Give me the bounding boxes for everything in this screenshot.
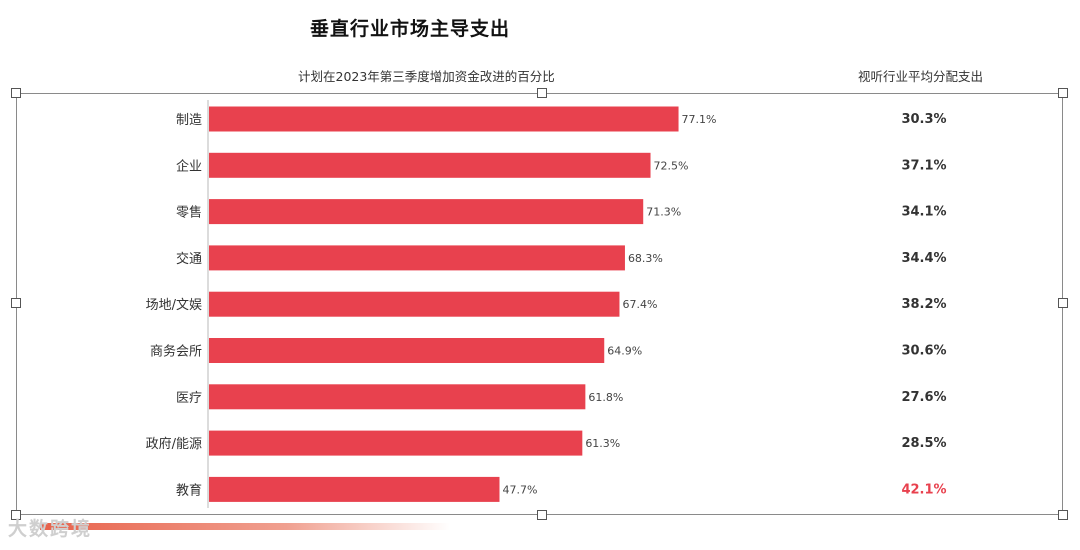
category-label: 交通 [176,251,202,267]
category-label: 医疗 [176,391,202,406]
category-label: 场地/文娱 [146,298,202,313]
bar-value-label: 71.3% [646,206,681,219]
avg-spend-value: 27.6% [901,390,946,405]
bar-value-label: 77.1% [682,113,717,126]
category-label: 政府/能源 [146,437,202,452]
resize-handle-bottom-middle[interactable] [537,510,547,520]
bar [209,430,583,456]
bar-value-label: 47.7% [502,483,537,496]
category-label: 商务会所 [150,344,202,360]
avg-spend-value: 37.1% [901,158,946,173]
resize-handle-middle-right[interactable] [1058,298,1068,308]
watermark-stripe [40,523,450,530]
bar [209,152,651,178]
resize-handle-bottom-left[interactable] [11,510,21,520]
resize-handle-top-middle[interactable] [537,88,547,98]
category-label: 教育 [176,482,202,498]
bar-value-label: 72.5% [654,159,689,172]
category-label: 零售 [176,205,202,221]
avg-spend-value: 34.4% [901,251,946,266]
category-label: 制造 [176,113,202,128]
resize-handle-top-right[interactable] [1058,88,1068,98]
bar-value-label: 61.8% [588,391,623,404]
bar [209,199,644,225]
bar [209,338,605,363]
avg-spend-value: 28.5% [901,436,946,451]
avg-spend-value: 34.1% [901,205,946,220]
bar [209,106,679,132]
bar [209,384,586,410]
resize-handle-middle-left[interactable] [11,298,21,308]
bar [209,245,625,271]
avg-spend-value: 30.6% [901,344,946,359]
bar-value-label: 68.3% [628,252,663,265]
avg-spend-value: 38.2% [901,297,946,312]
chart-title: 垂直行业市场主导支出 [309,18,510,40]
category-label: 企业 [176,158,202,174]
bar [209,476,500,502]
avg-spend-value: 42.1% [901,482,946,497]
avg-spend-value: 30.3% [901,112,946,127]
bar [209,291,620,317]
right-column-header: 视听行业平均分配支出 [858,69,984,84]
left-column-header: 计划在2023年第三季度增加资金改进的百分比 [298,69,555,84]
watermark-text: 大数跨境 [8,518,93,540]
bar-value-label: 64.9% [607,345,642,358]
resize-handle-bottom-right[interactable] [1058,510,1068,520]
resize-handle-top-left[interactable] [11,88,21,98]
bar-value-label: 61.3% [585,437,620,450]
bar-value-label: 67.4% [622,298,657,311]
